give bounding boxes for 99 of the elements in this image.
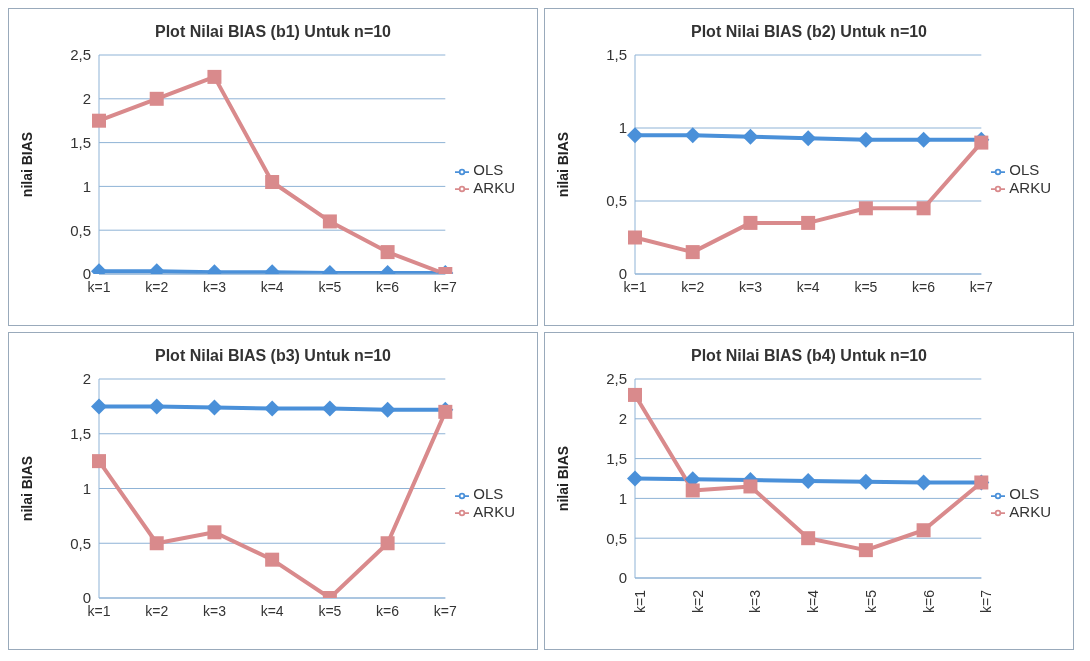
y-tick-label: 2,5 bbox=[606, 370, 627, 388]
point bbox=[685, 245, 700, 260]
x-tick-label: k=5 bbox=[854, 278, 878, 295]
chart-title: Plot Nilai BIAS (b1) Untuk n=10 bbox=[154, 22, 392, 41]
point bbox=[916, 201, 931, 216]
y-tick-label: 1 bbox=[618, 119, 627, 137]
point bbox=[321, 400, 338, 417]
legend-label: ARKU bbox=[473, 502, 515, 520]
x-tick-label: k=2 bbox=[145, 602, 169, 619]
x-tick-label: k=2 bbox=[689, 589, 706, 613]
y-axis-title: nilai BIAS bbox=[554, 445, 571, 512]
x-tick-label: k=7 bbox=[969, 278, 993, 295]
legend-label: ARKU bbox=[1009, 178, 1051, 196]
x-tick-label: k=5 bbox=[318, 602, 342, 619]
legend-label: OLS bbox=[473, 161, 504, 179]
y-tick-label: 2 bbox=[82, 370, 91, 388]
point bbox=[379, 401, 396, 418]
point bbox=[857, 131, 874, 148]
y-tick-label: 1 bbox=[618, 489, 627, 507]
point bbox=[628, 387, 642, 402]
y-tick-label: 0,5 bbox=[70, 534, 91, 552]
y-axis-title: nilai BIAS bbox=[18, 455, 35, 522]
point bbox=[800, 472, 817, 489]
point bbox=[149, 536, 164, 551]
x-tick-label: k=3 bbox=[747, 589, 764, 613]
point bbox=[380, 536, 395, 551]
point bbox=[858, 201, 873, 216]
legend-label: OLS bbox=[1009, 161, 1040, 179]
x-tick-label: k=4 bbox=[260, 278, 284, 295]
y-tick-label: 2,5 bbox=[70, 46, 91, 64]
x-tick-label: k=6 bbox=[376, 278, 400, 295]
point bbox=[627, 470, 643, 487]
y-tick-label: 0 bbox=[618, 569, 627, 587]
y-tick-label: 1,5 bbox=[606, 46, 627, 64]
x-tick-label: k=4 bbox=[260, 602, 284, 619]
legend-label: OLS bbox=[473, 485, 504, 503]
chart-title: Plot Nilai BIAS (b2) Untuk n=10 bbox=[690, 22, 928, 41]
y-axis-title: nilai BIAS bbox=[18, 131, 35, 198]
y-tick-label: 2 bbox=[82, 90, 91, 108]
legend-label: ARKU bbox=[473, 178, 515, 196]
point bbox=[857, 473, 874, 490]
point bbox=[628, 230, 642, 245]
x-tick-label: k=3 bbox=[202, 278, 227, 295]
point bbox=[915, 474, 932, 491]
y-tick-label: 0,5 bbox=[606, 529, 627, 547]
point bbox=[684, 127, 701, 144]
x-tick-label: k=6 bbox=[920, 589, 937, 613]
x-tick-label: k=5 bbox=[318, 278, 342, 295]
point bbox=[264, 400, 281, 417]
x-tick-label: k=3 bbox=[738, 278, 763, 295]
point bbox=[743, 215, 758, 230]
chart-title: Plot Nilai BIAS (b4) Untuk n=10 bbox=[690, 346, 928, 365]
point bbox=[801, 215, 816, 230]
x-tick-label: k=2 bbox=[681, 278, 705, 295]
x-tick-label: k=4 bbox=[805, 589, 822, 613]
point bbox=[92, 454, 106, 469]
y-axis-title: nilai BIAS bbox=[554, 131, 571, 198]
x-tick-label: k=1 bbox=[87, 278, 111, 295]
y-tick-label: 2 bbox=[618, 410, 627, 428]
x-tick-label: k=6 bbox=[912, 278, 936, 295]
x-tick-label: k=6 bbox=[376, 602, 400, 619]
x-tick-label: k=4 bbox=[796, 278, 820, 295]
chart-title: Plot Nilai BIAS (b3) Untuk n=10 bbox=[154, 346, 392, 365]
point bbox=[149, 91, 164, 106]
point bbox=[685, 483, 700, 498]
y-tick-label: 1 bbox=[82, 479, 91, 497]
x-tick-label: k=7 bbox=[978, 589, 995, 613]
point bbox=[207, 525, 222, 540]
y-tick-label: 1,5 bbox=[70, 425, 91, 443]
point bbox=[92, 113, 106, 128]
point bbox=[148, 398, 165, 415]
x-tick-label: k=1 bbox=[623, 278, 647, 295]
point bbox=[800, 130, 817, 147]
y-tick-label: 0,5 bbox=[606, 192, 627, 210]
x-tick-label: k=7 bbox=[433, 602, 457, 619]
x-tick-label: k=7 bbox=[433, 278, 457, 295]
x-tick-label: k=1 bbox=[87, 602, 111, 619]
point bbox=[858, 543, 873, 558]
y-tick-label: 1,5 bbox=[606, 449, 627, 467]
legend-label: OLS bbox=[1009, 485, 1040, 503]
point bbox=[916, 523, 931, 538]
point bbox=[207, 69, 222, 84]
point bbox=[206, 399, 223, 416]
x-tick-label: k=2 bbox=[145, 278, 169, 295]
point bbox=[801, 531, 816, 546]
legend-label: ARKU bbox=[1009, 502, 1051, 520]
point bbox=[265, 552, 280, 567]
x-tick-label: k=3 bbox=[202, 602, 227, 619]
point bbox=[91, 398, 107, 415]
x-tick-label: k=1 bbox=[631, 589, 648, 613]
y-tick-label: 1,5 bbox=[70, 133, 91, 151]
point bbox=[915, 131, 932, 148]
point bbox=[627, 127, 643, 144]
y-tick-label: 1 bbox=[82, 177, 91, 195]
point bbox=[742, 128, 759, 145]
point bbox=[743, 479, 758, 494]
x-tick-label: k=5 bbox=[862, 589, 879, 613]
point bbox=[974, 135, 989, 150]
y-tick-label: 0,5 bbox=[70, 221, 91, 239]
